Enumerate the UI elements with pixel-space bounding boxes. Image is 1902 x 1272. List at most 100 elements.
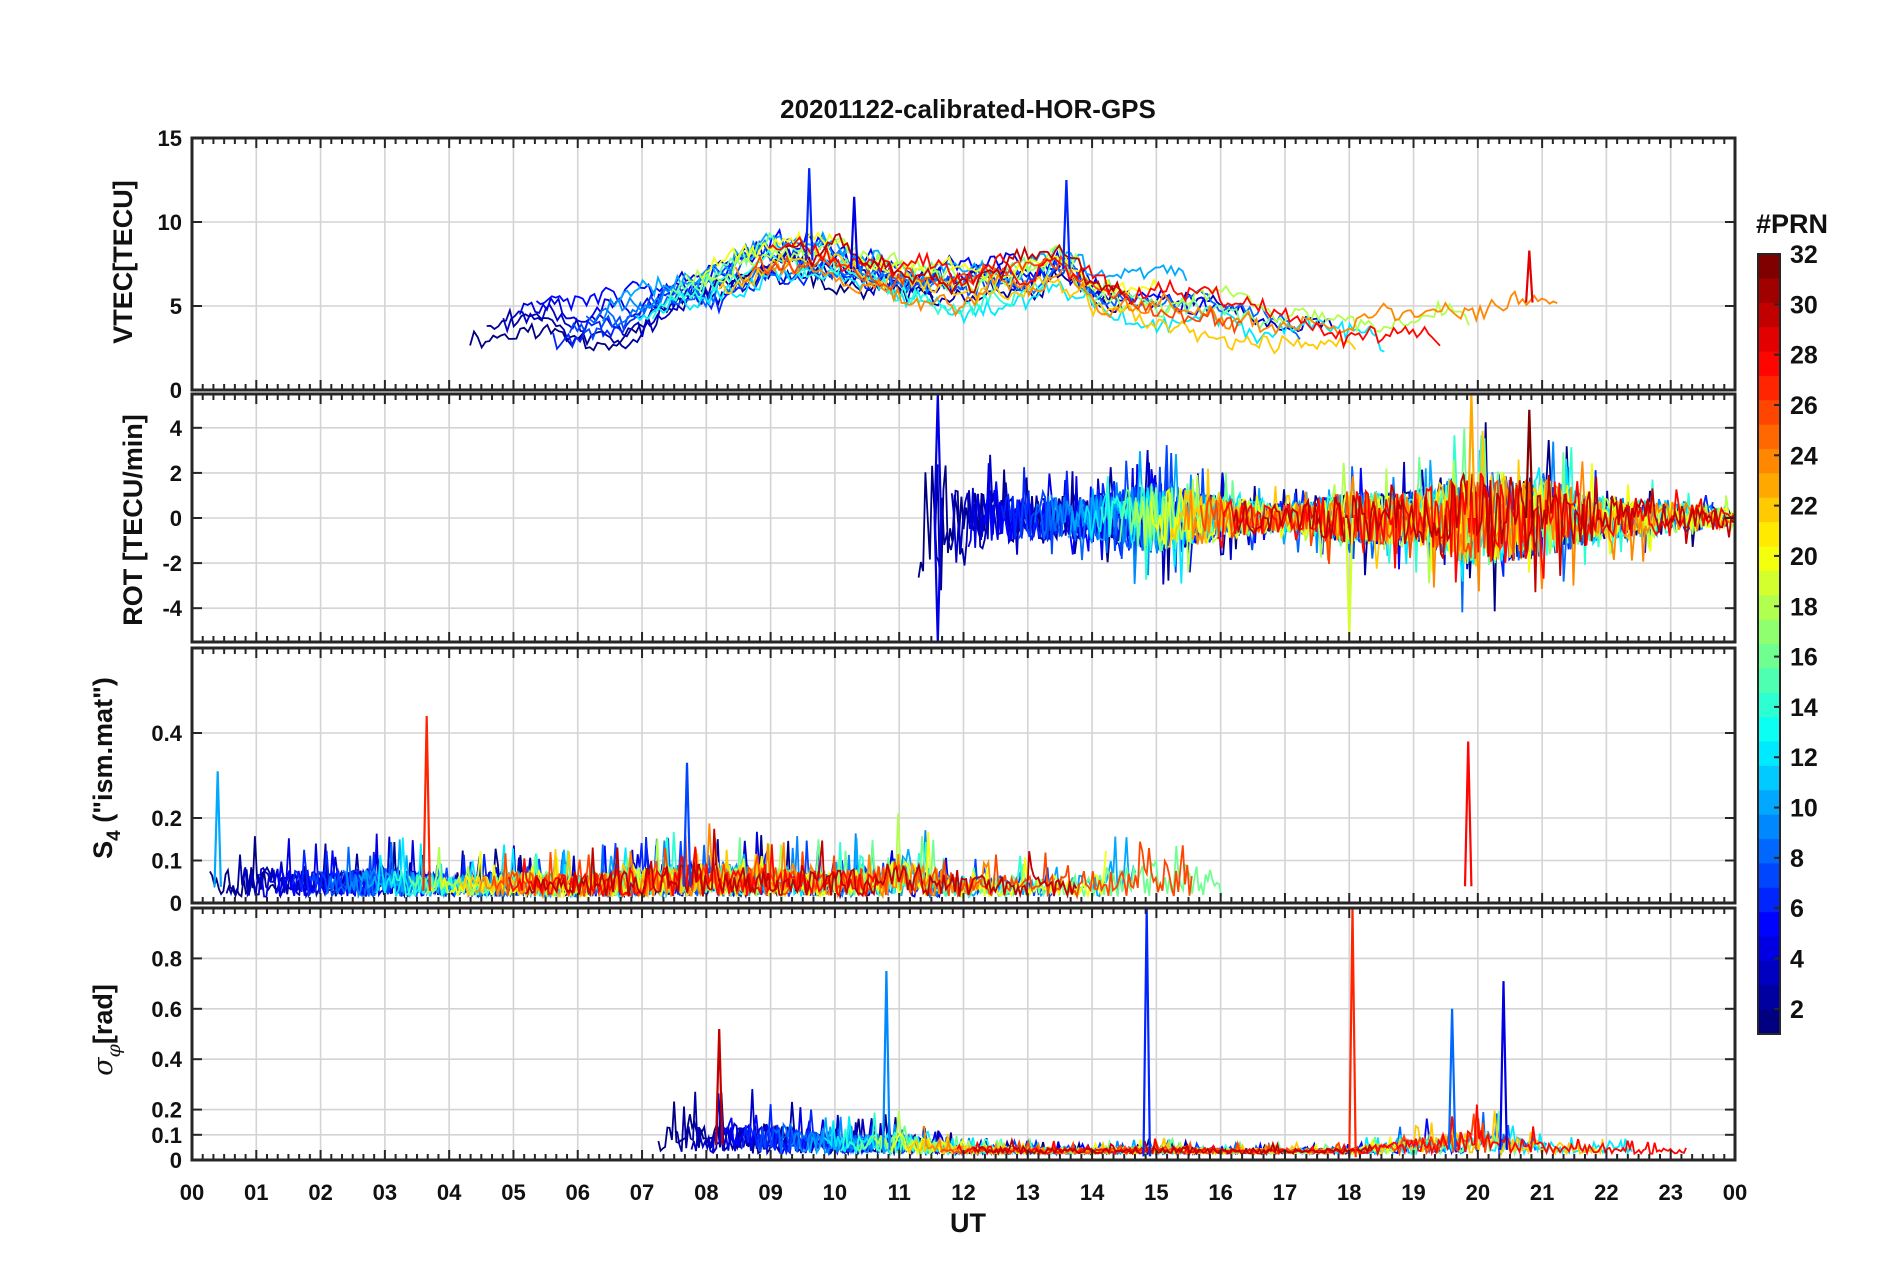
colorbar-segment (1758, 302, 1780, 328)
colorbar-tick-label: 18 (1790, 593, 1818, 621)
y-tick-label: 0 (170, 891, 182, 916)
y-tick-label: 0 (170, 506, 182, 531)
colorbar-segment (1758, 278, 1780, 304)
colorbar-segment (1758, 692, 1780, 718)
y-tick-label: 0.4 (151, 1047, 182, 1072)
peak-line (804, 168, 814, 261)
colorbar-tick-label: 32 (1790, 241, 1818, 269)
colorbar-title: #PRN (1756, 209, 1828, 239)
colorbar-segment (1758, 887, 1780, 913)
colorbar-segment (1758, 619, 1780, 645)
peak-line (714, 1028, 724, 1145)
sigma-label-main: σ (88, 1056, 119, 1076)
panel-rot: -4 -2 0 2 4 (162, 392, 1737, 644)
colorbar-segment (1758, 522, 1780, 548)
x-tick-label: 05 (501, 1180, 525, 1205)
y-tick-label: 0.1 (151, 1123, 182, 1148)
x-tick-label: 02 (308, 1180, 332, 1205)
peak-line (682, 762, 692, 887)
colorbar-tick-label: 16 (1790, 644, 1818, 672)
series-group (469, 168, 1558, 355)
y-tick-label: 0.1 (151, 849, 182, 874)
x-tick-label: 18 (1337, 1180, 1361, 1205)
chart-title: 20201122-calibrated-HOR-GPS (780, 94, 1156, 124)
data-line (524, 828, 1078, 900)
colorbar-segment (1758, 570, 1780, 596)
colorbar-segment (1758, 839, 1780, 864)
peak-line (1525, 409, 1534, 519)
colorbar-frame (1757, 253, 1781, 1035)
colorbar-tick-label: 22 (1790, 493, 1818, 521)
data-line (552, 258, 901, 351)
x-tick-label: 20 (1466, 1180, 1490, 1205)
sigma-label-rest: [rad] (88, 984, 118, 1044)
colorbar-tick-label: 2 (1790, 996, 1804, 1024)
x-tick-label: 07 (630, 1180, 654, 1205)
x-tick-label: 10 (823, 1180, 847, 1205)
colorbar-tick-label: 24 (1790, 442, 1818, 470)
data-line (469, 244, 934, 352)
colorbar-segment (1758, 351, 1780, 377)
colorbar-tick-label: 26 (1790, 392, 1818, 420)
colorbar-tick-label: 4 (1790, 946, 1804, 974)
colorbar-segment (1758, 814, 1780, 840)
y-tick-label: 0.4 (151, 721, 182, 746)
x-tick-label: 01 (244, 1180, 268, 1205)
colorbar-segment (1758, 546, 1780, 572)
x-axis-label: UT (950, 1208, 986, 1238)
peak-line (1348, 908, 1357, 1158)
x-tick-label: 04 (437, 1180, 462, 1205)
x-tick-label: 08 (694, 1180, 718, 1205)
colorbar-tick-label: 10 (1790, 795, 1818, 823)
y-tick-label: 5 (170, 294, 182, 319)
x-tick-labels: 00 01 02 03 04 05 06 07 08 09 10 11 12 13 14 15 16 17 18 19… (180, 1180, 1747, 1205)
x-tick-label: 09 (758, 1180, 782, 1205)
y-tick-label: 0 (170, 1148, 182, 1173)
colorbar-tick-label: 12 (1790, 744, 1818, 772)
x-tick-label: 00 (1723, 1180, 1747, 1205)
colorbar-segment (1758, 863, 1780, 889)
colorbar-segment (1758, 400, 1780, 426)
y-axis-label-vtec: VTEC[TECU] (108, 180, 138, 344)
colorbar-segment (1758, 254, 1780, 279)
panel-vtec: 0 5 10 15 (158, 126, 1737, 403)
colorbar-segment (1758, 960, 1780, 986)
peak-line (933, 394, 943, 519)
data-line (973, 1136, 1373, 1157)
colorbar-tick-label: 28 (1790, 342, 1818, 370)
series-group (657, 908, 1687, 1158)
x-tick-label: 11 (888, 1180, 911, 1205)
colorbar-segment (1758, 985, 1780, 1011)
x-tick-label: 17 (1273, 1180, 1297, 1205)
peak-line (1142, 908, 1151, 1157)
colorbar-segment (1758, 449, 1780, 474)
data-line (768, 235, 1441, 350)
x-tick-label: 16 (1208, 1180, 1232, 1205)
y-axis-label-s4: S4 ("ism.mat") (88, 677, 125, 859)
y-tick-label: 0 (170, 378, 182, 403)
colorbar-segment (1758, 497, 1780, 523)
colorbar-tick-label: 30 (1790, 291, 1818, 319)
colorbar-segment (1758, 936, 1780, 962)
y-tick-label: 0.6 (151, 997, 182, 1022)
colorbar-tick-label: 14 (1790, 694, 1818, 722)
colorbar-tick-label: 8 (1790, 845, 1804, 873)
peak-line (213, 771, 222, 887)
x-tick-label: 23 (1658, 1180, 1682, 1205)
colorbar-segment (1758, 327, 1780, 353)
x-tick-label: 21 (1530, 1180, 1554, 1205)
x-tick-label: 06 (566, 1180, 590, 1205)
y-tick-label: 4 (170, 416, 183, 441)
x-tick-label: 12 (951, 1180, 975, 1205)
colorbar-segment (1758, 424, 1780, 450)
y-axis-label-sigma-phi: σφ[rad] (88, 984, 125, 1076)
y-tick-label: 0.2 (151, 806, 182, 831)
y-tick-label: 0.2 (151, 1098, 182, 1123)
y-tick-label: 0.8 (151, 946, 182, 971)
x-tick-label: 19 (1401, 1180, 1425, 1205)
series-group (209, 715, 1473, 900)
series-group (917, 394, 1735, 642)
s4-label-main: S (88, 841, 118, 859)
